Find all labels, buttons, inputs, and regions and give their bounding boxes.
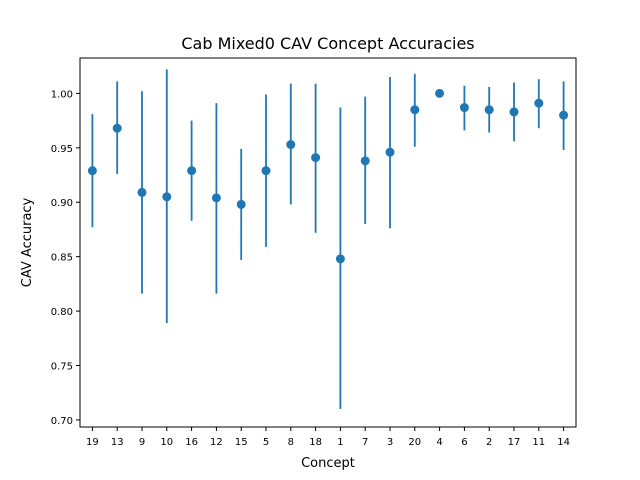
x-tick-label: 13 xyxy=(111,437,124,448)
y-tick-label: 0.75 xyxy=(51,362,73,373)
x-axis-label: Concept xyxy=(301,456,355,471)
x-tick-label: 7 xyxy=(362,437,368,448)
data-point xyxy=(360,156,370,166)
x-tick-label: 12 xyxy=(210,437,223,448)
y-tick-label: 0.80 xyxy=(51,307,73,318)
data-point xyxy=(484,105,494,115)
y-tick-label: 0.95 xyxy=(51,144,73,155)
data-point xyxy=(335,254,345,264)
data-point xyxy=(534,98,544,108)
data-point xyxy=(211,193,221,203)
y-axis-label: CAV Accuracy xyxy=(20,197,35,287)
data-point xyxy=(137,187,147,197)
data-point xyxy=(311,153,321,163)
y-tick-label: 0.90 xyxy=(51,198,73,209)
x-tick-label: 18 xyxy=(309,437,322,448)
x-tick-label: 16 xyxy=(185,437,198,448)
data-point xyxy=(385,147,395,157)
x-tick-label: 20 xyxy=(408,437,421,448)
x-tick-label: 14 xyxy=(557,437,570,448)
chart-title: Cab Mixed0 CAV Concept Accuracies xyxy=(181,34,474,53)
x-axis: 19 13 9 10 16 12 15 5 8 18 1 7 3 20 4 6 2 17 11 14 xyxy=(86,427,570,448)
data-point xyxy=(559,110,569,120)
x-tick-label: 5 xyxy=(263,437,269,448)
x-tick-label: 19 xyxy=(86,437,99,448)
x-tick-label: 2 xyxy=(486,437,492,448)
y-tick-label: 0.70 xyxy=(51,416,73,427)
y-tick-label: 1.00 xyxy=(51,89,73,100)
data-point xyxy=(435,88,445,98)
data-point xyxy=(112,123,122,133)
x-tick-label: 11 xyxy=(532,437,545,448)
x-tick-label: 1 xyxy=(337,437,343,448)
x-tick-label: 3 xyxy=(387,437,393,448)
data-point xyxy=(410,105,420,115)
data-point xyxy=(236,199,246,209)
plot-area xyxy=(79,57,577,428)
data-point xyxy=(459,103,469,113)
x-tick-label: 8 xyxy=(288,437,294,448)
data-marks xyxy=(87,69,569,410)
y-tick-label: 0.85 xyxy=(51,253,73,264)
x-tick-label: 9 xyxy=(139,437,145,448)
y-axis: 0.70 0.75 0.80 0.85 0.90 0.95 1.00 xyxy=(51,89,80,427)
data-point xyxy=(162,192,172,202)
data-point xyxy=(87,166,97,176)
x-tick-label: 15 xyxy=(235,437,248,448)
data-point xyxy=(286,140,296,150)
data-point xyxy=(187,166,197,176)
x-tick-label: 4 xyxy=(436,437,442,448)
x-tick-label: 6 xyxy=(461,437,467,448)
x-tick-label: 17 xyxy=(508,437,521,448)
data-point xyxy=(509,107,519,117)
x-tick-label: 10 xyxy=(160,437,173,448)
data-point xyxy=(261,166,271,176)
